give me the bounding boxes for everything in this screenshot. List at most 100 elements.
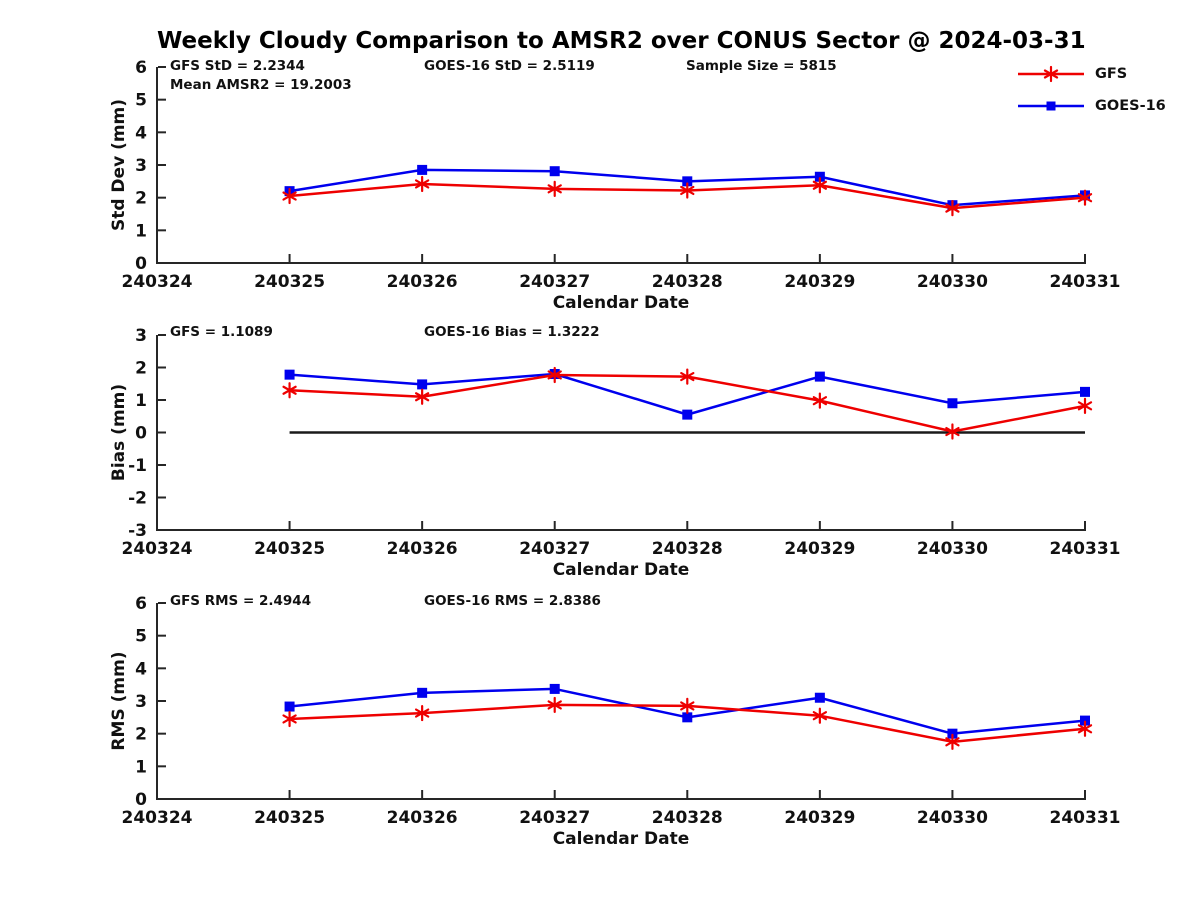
x-tick-label: 240328 xyxy=(652,808,723,828)
asterisk-spoke xyxy=(1077,724,1093,734)
marker-asterisk-gfs xyxy=(282,382,297,399)
y-tick-label: -2 xyxy=(128,489,147,509)
legend-item-gfs: GFS xyxy=(1016,64,1127,84)
marker-asterisk-gfs xyxy=(282,187,297,205)
y-tick-label: 0 xyxy=(135,790,147,810)
marker-square-goes16 xyxy=(417,687,428,698)
x-tick-label: 240331 xyxy=(1050,272,1121,292)
x-tick-label: 240329 xyxy=(784,272,855,292)
asterisk-spoke xyxy=(1077,193,1093,203)
asterisk-spoke xyxy=(680,185,695,196)
asterisk-spoke xyxy=(282,714,297,724)
marker-asterisk-gfs xyxy=(547,366,562,384)
x-tick-label: 240324 xyxy=(122,539,193,559)
annotation-gfs-std: GFS StD = 2.2344 xyxy=(170,58,305,74)
marker-square-goes16 xyxy=(682,712,693,723)
annotation-mean-amsr2: Mean AMSR2 = 19.2003 xyxy=(170,77,352,93)
x-axis-title: Calendar Date xyxy=(553,293,690,313)
annotation-gfs-rms: GFS RMS = 2.4944 xyxy=(170,593,312,609)
asterisk-spoke xyxy=(414,392,430,402)
y-tick-label: 0 xyxy=(135,424,147,444)
annotation-gfs-bias: GFS = 1.1089 xyxy=(170,324,273,340)
marker-square-goes16 xyxy=(549,166,560,177)
legend-swatch-goes16 xyxy=(1018,101,1084,111)
y-tick-label: 6 xyxy=(135,58,147,78)
x-tick-label: 240325 xyxy=(254,808,325,828)
y-tick-label: 3 xyxy=(135,156,147,176)
marker-asterisk-gfs xyxy=(414,704,430,722)
marker-asterisk-gfs xyxy=(282,710,297,728)
x-axis-title: Calendar Date xyxy=(553,829,690,849)
asterisk-spoke xyxy=(945,737,960,747)
y-tick-label: -1 xyxy=(128,456,147,476)
x-tick-label: 240324 xyxy=(122,272,193,292)
chart-title: Weekly Cloudy Comparison to AMSR2 over C… xyxy=(157,28,1086,54)
marker-asterisk-gfs xyxy=(945,733,960,750)
marker-asterisk-gfs xyxy=(945,423,960,440)
y-tick-label: 3 xyxy=(135,326,147,346)
marker-square-goes16 xyxy=(1080,715,1090,726)
y-tick-label: 2 xyxy=(135,725,147,745)
y-tick-label: 1 xyxy=(135,221,147,241)
y-axis-title: Bias (mm) xyxy=(109,384,129,481)
marker-asterisk-gfs xyxy=(812,392,828,409)
asterisk-spoke xyxy=(282,191,297,201)
y-tick-label: 6 xyxy=(135,594,147,614)
asterisk-spoke xyxy=(812,180,828,190)
x-tick-label: 240326 xyxy=(387,539,458,559)
marker-square-goes16 xyxy=(947,398,958,409)
y-tick-label: -3 xyxy=(128,521,147,541)
y-tick-label: 4 xyxy=(135,123,147,143)
y-axis-title: RMS (mm) xyxy=(109,651,129,750)
y-tick-label: 0 xyxy=(135,254,147,274)
y-tick-label: 4 xyxy=(135,659,147,679)
legend-label-goes16: GOES-16 xyxy=(1095,98,1166,114)
y-tick-label: 2 xyxy=(135,189,147,209)
asterisk-spoke xyxy=(812,396,828,406)
y-axis-title: Std Dev (mm) xyxy=(109,99,129,231)
annotation-goes16-std: GOES-16 StD = 2.5119 xyxy=(424,58,595,74)
marker-square-goes16 xyxy=(814,692,825,703)
annotation-sample-size: Sample Size = 5815 xyxy=(686,58,837,74)
asterisk-spoke xyxy=(945,203,960,213)
marker-square-goes16 xyxy=(284,369,295,380)
y-tick-label: 5 xyxy=(135,91,147,111)
marker-asterisk-gfs xyxy=(945,200,960,217)
x-tick-label: 240325 xyxy=(254,272,325,292)
x-tick-label: 240326 xyxy=(387,808,458,828)
x-tick-label: 240325 xyxy=(254,539,325,559)
panel-rms: 0 1 2 3 4 5 6 240324 240325 240326 240327 240328 240… xyxy=(109,594,1120,849)
legend-swatch-gfs xyxy=(1018,65,1084,83)
marker-asterisk-gfs xyxy=(547,696,562,714)
panel-bias: -3 -2 -1 0 1 2 3 240324 240325 240326 240327 240328… xyxy=(109,326,1120,580)
x-tick-label: 240330 xyxy=(917,539,988,559)
marker-square-goes16 xyxy=(682,176,693,187)
x-tick-label: 240327 xyxy=(519,539,590,559)
y-tick-label: 3 xyxy=(135,692,147,712)
marker-square-goes16 xyxy=(947,728,958,739)
asterisk-spoke xyxy=(1043,69,1059,79)
legend-item-goes16: GOES-16 xyxy=(1016,96,1166,116)
x-tick-label: 240331 xyxy=(1050,539,1121,559)
asterisk-spoke xyxy=(547,700,562,710)
marker-asterisk-gfs xyxy=(680,368,695,385)
marker-square-goes16 xyxy=(417,164,428,175)
x-tick-label: 240330 xyxy=(917,808,988,828)
marker-square-goes16 xyxy=(814,171,825,182)
marker-square-goes16 xyxy=(814,371,825,382)
x-tick-label: 240328 xyxy=(652,272,723,292)
x-tick-label: 240328 xyxy=(652,539,723,559)
x-tick-label: 240329 xyxy=(784,539,855,559)
marker-asterisk-gfs xyxy=(812,177,828,194)
legend-marker-square xyxy=(1046,101,1056,111)
marker-square-goes16 xyxy=(1080,386,1090,397)
x-tick-label: 240331 xyxy=(1050,808,1121,828)
x-tick-label: 240329 xyxy=(784,808,855,828)
marker-asterisk-gfs xyxy=(680,182,695,199)
x-axis-title: Calendar Date xyxy=(553,560,690,580)
y-tick-label: 1 xyxy=(135,391,147,411)
x-tick-label: 240327 xyxy=(519,808,590,828)
x-tick-label: 240324 xyxy=(122,808,193,828)
marker-asterisk-gfs xyxy=(414,388,430,405)
